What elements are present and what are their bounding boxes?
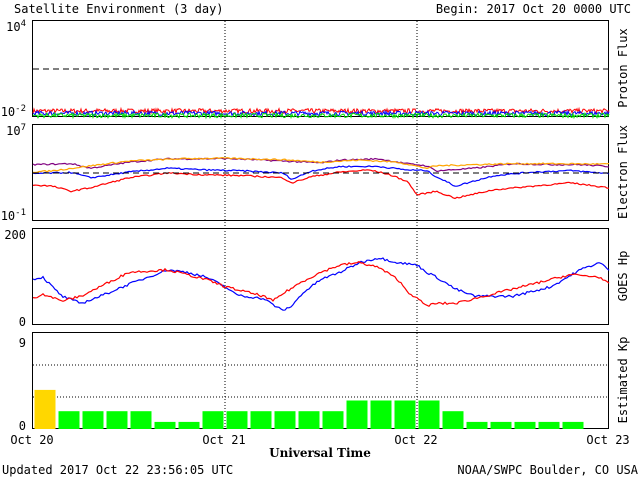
kp-bar-5 bbox=[130, 411, 152, 429]
kp-bar-6 bbox=[154, 421, 176, 429]
kp-bar-4 bbox=[106, 411, 128, 429]
kp-bar-11 bbox=[274, 411, 296, 429]
kp-bar-14 bbox=[346, 400, 368, 429]
kp-bar-19 bbox=[466, 421, 488, 429]
kp-bar-13 bbox=[322, 411, 344, 429]
proton-series-3 bbox=[32, 111, 610, 120]
kp-ytick-bottom: 0 bbox=[19, 419, 26, 433]
xtick-oct21: Oct 21 bbox=[202, 433, 245, 447]
kp-bars bbox=[33, 364, 609, 429]
kp-bar-16 bbox=[394, 400, 416, 429]
kp-bar-17 bbox=[418, 400, 440, 429]
goes-hp-series-2 bbox=[32, 260, 610, 308]
goes-hp-panel-frame bbox=[32, 228, 609, 325]
kp-bar-20 bbox=[490, 421, 512, 429]
electron-flux-label: Electron Flux bbox=[616, 125, 630, 219]
kp-bar-7 bbox=[178, 421, 200, 429]
proton-flux-label: Proton Flux bbox=[616, 28, 630, 107]
hp-ytick-top: 200 bbox=[4, 228, 26, 242]
updated-timestamp: Updated 2017 Oct 22 23:56:05 UTC bbox=[2, 463, 233, 477]
credit-label: NOAA/SWPC Boulder, CO USA bbox=[457, 463, 638, 477]
kp-panel-frame bbox=[32, 332, 609, 429]
kp-bar-21 bbox=[514, 421, 536, 429]
goes-hp-series bbox=[32, 257, 610, 311]
proton-ytick-top: 104 bbox=[6, 19, 26, 34]
chart-title: Satellite Environment (3 day) bbox=[14, 2, 224, 16]
hp-ytick-bottom: 0 bbox=[19, 315, 26, 329]
day-dividers bbox=[224, 21, 418, 429]
kp-ytick-top: 9 bbox=[19, 336, 26, 350]
electron-series-2 bbox=[32, 156, 610, 174]
kp-bar-12 bbox=[298, 411, 320, 429]
kp-bar-3 bbox=[82, 411, 104, 429]
electron-ytick-bottom: 10-1 bbox=[1, 208, 26, 223]
electron-flux-series bbox=[32, 156, 610, 200]
kp-bar-18 bbox=[442, 411, 464, 429]
estimated-kp-label: Estimated Kp bbox=[616, 337, 630, 424]
electron-ytick-top: 107 bbox=[6, 123, 26, 138]
begin-label: Begin: 2017 Oct 20 0000 UTC bbox=[436, 2, 631, 16]
electron-series-4 bbox=[32, 169, 610, 200]
electron-series-3 bbox=[32, 165, 610, 187]
proton-series-1 bbox=[32, 106, 610, 115]
goes-hp-series-1 bbox=[32, 257, 610, 311]
kp-bar-15 bbox=[370, 400, 392, 429]
x-axis-label: Universal Time bbox=[269, 446, 371, 460]
kp-bar-23 bbox=[562, 421, 584, 429]
xtick-oct20: Oct 20 bbox=[10, 433, 53, 447]
proton-ytick-bottom: 10-2 bbox=[1, 104, 26, 119]
kp-bar-2 bbox=[58, 411, 80, 429]
xtick-oct22: Oct 22 bbox=[394, 433, 437, 447]
kp-bar-1 bbox=[34, 389, 56, 429]
kp-bar-8 bbox=[202, 411, 224, 429]
kp-bar-10 bbox=[250, 411, 272, 429]
kp-bar-9 bbox=[226, 411, 248, 429]
xtick-oct23: Oct 23 bbox=[586, 433, 629, 447]
proton-flux-series bbox=[32, 68, 610, 120]
kp-bar-22 bbox=[538, 421, 560, 429]
goes-hp-label: GOES Hp bbox=[616, 251, 630, 302]
